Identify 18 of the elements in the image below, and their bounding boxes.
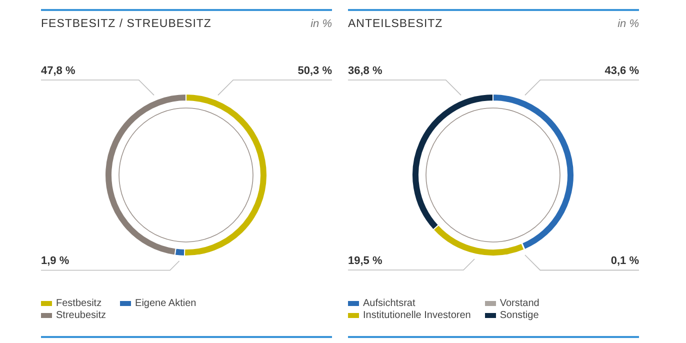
data-label: 19,5 % bbox=[348, 255, 382, 267]
chart-title: FESTBESITZ / STREUBESITZ bbox=[41, 18, 212, 30]
legend-label: Streubesitz bbox=[56, 310, 106, 321]
legend-label: Vorstand bbox=[500, 298, 540, 309]
chart-subtitle: in % bbox=[310, 18, 332, 30]
legend-label: Institutionelle Investoren bbox=[363, 310, 471, 321]
chart-subtitle: in % bbox=[618, 18, 639, 30]
data-label: 1,9 % bbox=[41, 255, 70, 267]
data-label: 43,6 % bbox=[604, 65, 639, 77]
data-label: 47,8 % bbox=[41, 65, 76, 77]
legend-label: Festbesitz bbox=[56, 298, 102, 309]
data-label: 36,8 % bbox=[348, 65, 382, 77]
legend-label: Aufsichtsrat bbox=[363, 298, 416, 309]
data-label: 0,1 % bbox=[610, 255, 639, 267]
legend-label: Eigene Aktien bbox=[135, 298, 196, 309]
data-label: 50,3 % bbox=[298, 65, 332, 77]
chart-title: ANTEILSBESITZ bbox=[348, 18, 443, 30]
legend-label: Sonstige bbox=[500, 310, 539, 321]
